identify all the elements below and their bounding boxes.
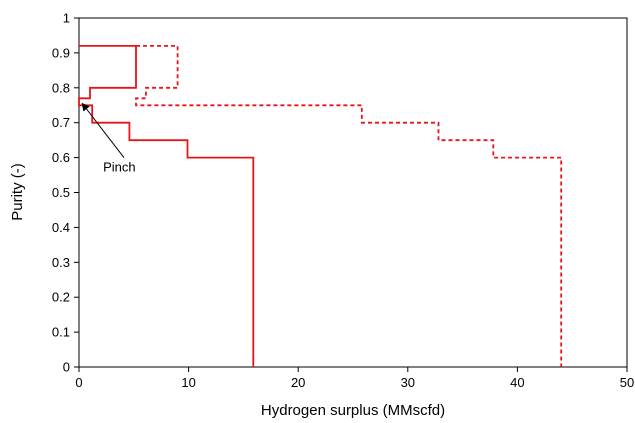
y-tick-label: 0 [63,360,70,375]
annotation-layer: Pinch [81,102,136,175]
series-1-dashed-line [135,45,563,367]
x-tick-label: 0 [75,375,82,390]
x-tick-label: 30 [401,375,415,390]
plot-area-frame [78,17,628,368]
series-layer [78,45,563,367]
x-tick-label: 40 [510,375,524,390]
y-tick-label: 0.5 [52,185,70,200]
y-tick-label: 0.9 [52,45,70,60]
x-tick-label: 20 [291,375,305,390]
y-axis: 0 0.1 0.2 0.3 0.4 0.5 0.6 0.7 0.8 0.9 1 [52,11,79,375]
x-tick-label: 10 [181,375,195,390]
y-axis-title: Purity (-) [9,163,26,221]
pinch-label: Pinch [103,160,136,175]
y-tick-label: 0.2 [52,290,70,305]
y-tick-label: 0.4 [52,220,70,235]
x-axis: 0 10 20 30 40 50 [75,367,634,390]
y-tick-label: 0.7 [52,115,70,130]
y-tick-label: 0.8 [52,80,70,95]
y-tick-label: 0.1 [52,325,70,340]
y-tick-label: 1 [63,11,70,26]
y-tick-label: 0.3 [52,255,70,270]
y-tick-label: 0.6 [52,150,70,165]
series-0-solid-line [78,45,255,367]
x-tick-label: 50 [620,375,634,390]
x-axis-title: Hydrogen surplus (MMscfd) [261,402,445,419]
pinch-arrow [81,102,125,158]
